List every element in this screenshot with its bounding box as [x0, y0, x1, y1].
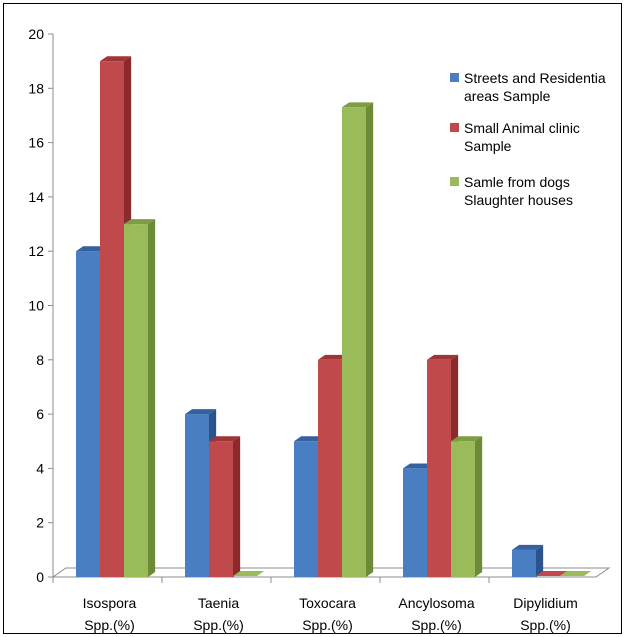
chart-legend: Streets and Residentia areas Sample Small …	[450, 70, 606, 208]
bar-top	[76, 246, 108, 252]
bar-front	[512, 549, 536, 577]
bar-top	[185, 409, 217, 415]
legend-label: areas Sample	[464, 88, 551, 104]
bar-front	[209, 441, 233, 577]
bar	[233, 571, 265, 576]
bar	[342, 102, 374, 578]
legend-item: Small Animal clinic Sample	[450, 120, 580, 154]
y-tick-label: 10	[28, 298, 44, 314]
bar-top	[233, 571, 265, 576]
x-category-label-line2: Spp.(%)	[302, 617, 353, 633]
legend-label: Sample	[464, 138, 512, 154]
y-tick-label: 18	[28, 80, 44, 96]
legend-label: Streets and Residentia	[464, 70, 606, 86]
bar-front	[318, 359, 342, 577]
x-category-label-line2: Spp.(%)	[520, 617, 571, 633]
bar-top	[294, 436, 326, 442]
bar-top	[512, 544, 544, 550]
x-category-label: Taenia	[198, 595, 239, 611]
x-category-label: Dipylidium	[513, 595, 578, 611]
x-category-label-line2: Spp.(%)	[84, 617, 135, 633]
bar	[124, 219, 156, 578]
x-axis-labels: Isospora Spp.(%) Taenia Spp.(%) Toxocara Spp.…	[83, 595, 578, 633]
bar-top	[100, 56, 132, 62]
bar-front	[403, 468, 427, 577]
y-tick-label: 4	[36, 460, 44, 476]
bar-side	[148, 219, 156, 577]
bar-top	[403, 463, 435, 469]
bar	[451, 436, 483, 577]
legend-item: Streets and Residentia areas Sample	[450, 70, 606, 104]
bar	[403, 463, 435, 577]
bar-top	[342, 102, 374, 108]
bar-side	[366, 102, 374, 577]
bar-side	[475, 436, 483, 577]
bar-front	[451, 441, 475, 577]
x-category-label: Toxocara	[299, 595, 356, 611]
bar	[512, 544, 544, 577]
bar-top	[318, 354, 350, 360]
legend-swatch	[450, 73, 459, 82]
bar-side	[536, 544, 544, 577]
y-tick-label: 8	[36, 352, 44, 368]
bar-top	[124, 219, 156, 225]
legend-label: Slaughter houses	[464, 192, 573, 208]
bar-top	[427, 354, 459, 360]
y-tick-label: 6	[36, 406, 44, 422]
bar-front	[185, 414, 209, 577]
legend-item: Samle from dogs Slaughter houses	[450, 174, 573, 208]
y-tick-label: 2	[36, 515, 44, 531]
x-category-label: Isospora	[83, 595, 137, 611]
x-category-label: Ancylosoma	[398, 595, 474, 611]
bar-side	[233, 436, 241, 577]
bar	[560, 571, 592, 576]
legend-label: Small Animal clinic	[464, 120, 580, 136]
bar-front	[124, 224, 148, 578]
legend-label: Samle from dogs	[464, 174, 570, 190]
bar-top	[451, 436, 483, 442]
legend-swatch	[450, 123, 459, 132]
y-tick-label: 16	[28, 135, 44, 151]
y-tick-label: 20	[28, 26, 44, 42]
y-tick-label: 14	[28, 189, 44, 205]
y-tick-label: 0	[36, 569, 44, 585]
chart-bars	[76, 56, 592, 578]
bar	[536, 571, 568, 576]
bar-front	[294, 441, 318, 577]
bar-front	[342, 107, 366, 578]
bar-front	[427, 359, 451, 577]
legend-swatch	[450, 177, 459, 186]
bar-top	[560, 571, 592, 576]
chart-frame: 0 2 4 6 8 10 12 14 16 18 20 Isospora Spp.(%) Taenia S…	[3, 3, 622, 634]
x-category-label-line2: Spp.(%)	[411, 617, 462, 633]
bar-top	[209, 436, 241, 442]
bar-front	[76, 251, 100, 577]
y-tick-label: 12	[28, 243, 44, 259]
bar-chart: 0 2 4 6 8 10 12 14 16 18 20 Isospora Spp.(%) Taenia S…	[28, 26, 611, 633]
bar-front	[100, 61, 124, 577]
chart-axes: 0 2 4 6 8 10 12 14 16 18 20	[28, 26, 490, 585]
bar	[209, 436, 241, 577]
x-category-label-line2: Spp.(%)	[193, 617, 244, 633]
bar-top	[536, 571, 568, 576]
